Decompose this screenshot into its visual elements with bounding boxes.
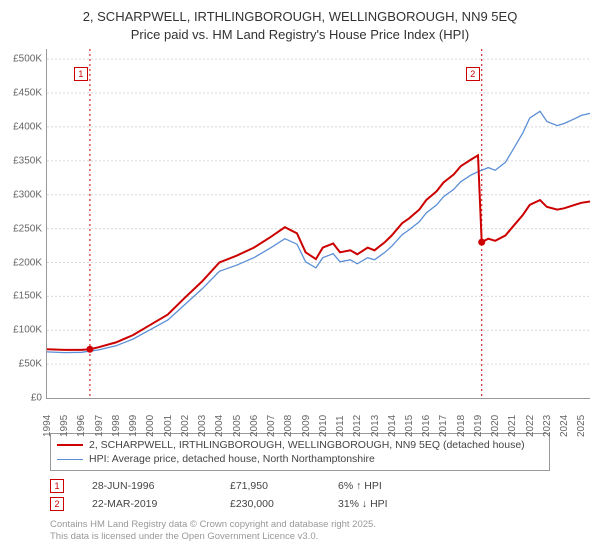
legend-label: 2, SCHARPWELL, IRTHLINGBOROUGH, WELLINGB… bbox=[89, 439, 525, 451]
chart-title: 2, SCHARPWELL, IRTHLINGBOROUGH, WELLINGB… bbox=[6, 8, 594, 43]
legend-row: HPI: Average price, detached house, Nort… bbox=[57, 452, 543, 466]
sale-delta: 31% ↓ HPI bbox=[338, 498, 418, 510]
chart-container: 2, SCHARPWELL, IRTHLINGBOROUGH, WELLINGB… bbox=[0, 0, 600, 548]
y-tick-label: £500K bbox=[13, 54, 42, 65]
legend-label: HPI: Average price, detached house, Nort… bbox=[89, 453, 375, 465]
y-tick-label: £150K bbox=[13, 291, 42, 302]
x-tick-label: 1998 bbox=[111, 415, 122, 437]
y-tick-label: £300K bbox=[13, 189, 42, 200]
y-tick-label: £400K bbox=[13, 122, 42, 133]
x-tick-label: 2013 bbox=[370, 415, 381, 437]
x-tick-label: 1996 bbox=[76, 415, 87, 437]
y-tick-label: £100K bbox=[13, 325, 42, 336]
plot-area: 12 bbox=[46, 49, 590, 399]
y-tick-label: £50K bbox=[19, 359, 42, 370]
footer-line-1: Contains HM Land Registry data © Crown c… bbox=[50, 519, 594, 531]
x-tick-label: 2000 bbox=[145, 415, 156, 437]
legend-swatch bbox=[57, 444, 83, 446]
y-tick-label: £350K bbox=[13, 155, 42, 166]
x-tick-label: 2011 bbox=[335, 416, 346, 438]
sale-row-marker: 2 bbox=[50, 497, 64, 511]
legend: 2, SCHARPWELL, IRTHLINGBOROUGH, WELLINGB… bbox=[50, 433, 550, 471]
x-tick-label: 2023 bbox=[542, 415, 553, 437]
x-tick-label: 2002 bbox=[180, 415, 191, 437]
sale-date: 28-JUN-1996 bbox=[92, 480, 202, 492]
x-tick-label: 2024 bbox=[559, 415, 570, 437]
x-tick-label: 2006 bbox=[249, 415, 260, 437]
x-tick-label: 2022 bbox=[525, 415, 536, 437]
x-tick-label: 1997 bbox=[94, 415, 105, 437]
y-tick-label: £450K bbox=[13, 88, 42, 99]
x-tick-label: 1999 bbox=[128, 415, 139, 437]
x-tick-label: 2012 bbox=[352, 415, 363, 437]
sale-row-marker: 1 bbox=[50, 479, 64, 493]
plot-wrap: £0 £50K £100K £150K £200K £250K £300K £350K £400… bbox=[6, 49, 594, 429]
x-tick-label: 2010 bbox=[318, 415, 329, 437]
y-tick-label: £200K bbox=[13, 257, 42, 268]
x-tick-label: 2009 bbox=[301, 415, 312, 437]
x-tick-label: 1994 bbox=[42, 415, 53, 437]
sale-delta: 6% ↑ HPI bbox=[338, 480, 418, 492]
footer: Contains HM Land Registry data © Crown c… bbox=[50, 519, 594, 544]
x-tick-label: 2015 bbox=[404, 415, 415, 437]
x-tick-label: 2007 bbox=[266, 415, 277, 437]
footer-line-2: This data is licensed under the Open Gov… bbox=[50, 531, 594, 543]
legend-row: 2, SCHARPWELL, IRTHLINGBOROUGH, WELLINGB… bbox=[57, 438, 543, 452]
sale-marker-1: 1 bbox=[74, 67, 88, 81]
x-tick-label: 2008 bbox=[283, 415, 294, 437]
title-line-1: 2, SCHARPWELL, IRTHLINGBOROUGH, WELLINGB… bbox=[6, 8, 594, 26]
title-line-2: Price paid vs. HM Land Registry's House … bbox=[6, 26, 594, 44]
sale-row: 1 28-JUN-1996 £71,950 6% ↑ HPI bbox=[50, 477, 594, 495]
x-tick-label: 2020 bbox=[490, 415, 501, 437]
x-tick-label: 2018 bbox=[456, 415, 467, 437]
sale-marker-2: 2 bbox=[466, 67, 480, 81]
plot-svg bbox=[47, 49, 590, 398]
x-tick-label: 2016 bbox=[421, 415, 432, 437]
x-tick-label: 2021 bbox=[507, 415, 518, 437]
x-tick-label: 2003 bbox=[197, 415, 208, 437]
sale-row: 2 22-MAR-2019 £230,000 31% ↓ HPI bbox=[50, 495, 594, 513]
y-tick-label: £250K bbox=[13, 223, 42, 234]
x-tick-label: 2025 bbox=[576, 415, 587, 437]
y-tick-label: £0 bbox=[31, 393, 42, 404]
x-tick-label: 2004 bbox=[214, 415, 225, 437]
x-tick-label: 2005 bbox=[232, 415, 243, 437]
sale-date: 22-MAR-2019 bbox=[92, 498, 202, 510]
sale-price: £71,950 bbox=[230, 480, 310, 492]
x-tick-label: 2001 bbox=[163, 415, 174, 437]
x-tick-label: 1995 bbox=[59, 415, 70, 437]
sale-price: £230,000 bbox=[230, 498, 310, 510]
x-tick-label: 2019 bbox=[473, 415, 484, 437]
sales-table: 1 28-JUN-1996 £71,950 6% ↑ HPI 2 22-MAR-2019 £… bbox=[50, 477, 594, 513]
y-axis: £0£50K£100K£150K£200K£250K£300K£350K£400… bbox=[6, 49, 44, 399]
x-axis: 1994199519961997199819992000200120022003… bbox=[46, 401, 590, 429]
x-tick-label: 2014 bbox=[387, 415, 398, 437]
legend-swatch bbox=[57, 459, 83, 460]
x-tick-label: 2017 bbox=[438, 415, 449, 437]
